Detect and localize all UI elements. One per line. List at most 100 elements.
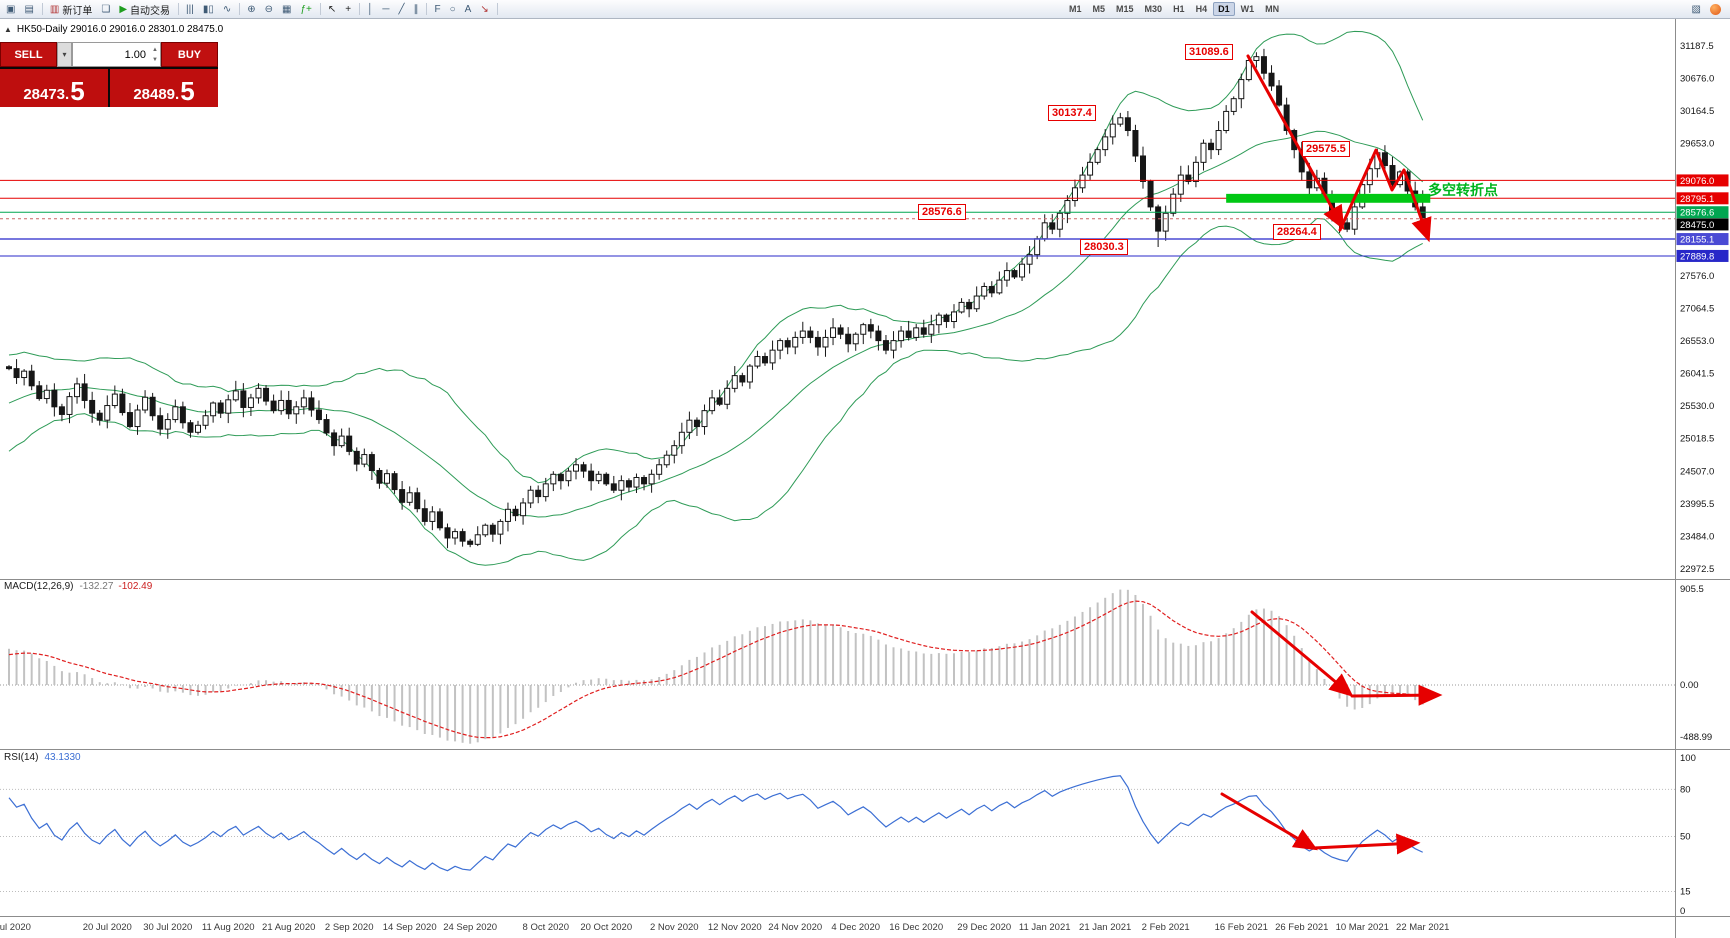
annotation-28030[interactable]: 28030.3 bbox=[1080, 239, 1128, 255]
zoom-in-icon[interactable]: ⊕ bbox=[243, 1, 259, 18]
svg-text:30164.5: 30164.5 bbox=[1680, 106, 1714, 117]
timeframe-d1[interactable]: D1 bbox=[1213, 2, 1235, 16]
zoom-out-icon: ⊖ bbox=[264, 3, 274, 15]
profiles-icon: ▤ bbox=[24, 3, 34, 15]
alert-icon[interactable] bbox=[1706, 1, 1725, 18]
horizontal-line-icon[interactable]: ─ bbox=[378, 1, 393, 18]
svg-text:8 Oct 2020: 8 Oct 2020 bbox=[523, 922, 569, 933]
svg-text:2 Nov 2020: 2 Nov 2020 bbox=[650, 922, 699, 933]
autotrade-button[interactable]: ▶ 自动交易 bbox=[115, 1, 174, 18]
trend-arrow bbox=[1250, 610, 1354, 697]
rsi-name: RSI(14) bbox=[4, 752, 39, 763]
docs-icon[interactable]: ▧ bbox=[1688, 1, 1705, 18]
tile-windows-icon[interactable]: ▦ bbox=[278, 1, 295, 18]
annotation-28576[interactable]: 28576.6 bbox=[918, 204, 966, 220]
svg-text:26041.5: 26041.5 bbox=[1680, 369, 1714, 380]
svg-text:16 Dec 2020: 16 Dec 2020 bbox=[889, 922, 943, 933]
new-chart-icon: ▣ bbox=[6, 3, 16, 15]
annotation-30137[interactable]: 30137.4 bbox=[1048, 105, 1096, 121]
window-cascade-icon: ❏ bbox=[101, 3, 111, 15]
trade-panel-toggle-icon[interactable]: ▲ bbox=[4, 25, 12, 34]
rsi-value: 43.1330 bbox=[44, 752, 81, 763]
svg-text:22 Mar 2021: 22 Mar 2021 bbox=[1396, 922, 1449, 933]
text-icon[interactable]: A bbox=[461, 1, 476, 18]
timeframe-h1[interactable]: H1 bbox=[1173, 4, 1185, 14]
shapes-icon[interactable]: ○ bbox=[446, 1, 460, 18]
crosshair-icon[interactable]: + bbox=[341, 1, 355, 18]
svg-text:29653.0: 29653.0 bbox=[1680, 139, 1714, 150]
tile-windows-icon: ▦ bbox=[282, 3, 292, 15]
sell-button[interactable]: SELL bbox=[0, 42, 57, 67]
macd-header: MACD(12,26,9) -132.27 -102.49 bbox=[4, 581, 152, 592]
timeframe-w1[interactable]: W1 bbox=[1240, 4, 1255, 14]
macd-main-value: -132.27 bbox=[79, 581, 114, 592]
axis-and-overlays: 31187.5 30676.0 30164.5 29653.0 27576.0 27064… bbox=[0, 18, 1730, 938]
autotrade-label: 自动交易 bbox=[130, 5, 171, 17]
svg-text:27889.8: 27889.8 bbox=[1680, 251, 1714, 262]
buy-button[interactable]: BUY bbox=[161, 42, 218, 67]
bar-chart-icon: ||| bbox=[186, 3, 194, 15]
volume-dropdown-icon[interactable]: ▾ bbox=[57, 42, 72, 67]
docs-icon: ▧ bbox=[1691, 3, 1701, 15]
svg-text:28475.0: 28475.0 bbox=[1680, 220, 1714, 231]
svg-text:-488.99: -488.99 bbox=[1680, 732, 1712, 743]
trendline-icon: ╱ bbox=[398, 3, 405, 15]
zoom-out-icon[interactable]: ⊖ bbox=[261, 1, 277, 18]
profiles-icon[interactable]: ▤ bbox=[20, 1, 37, 18]
symbol-ohlc-text: HK50-Daily 29016.0 29016.0 28301.0 28475… bbox=[16, 24, 224, 35]
trend-arrow bbox=[1246, 54, 1345, 230]
macd-name: MACD(12,26,9) bbox=[4, 581, 74, 592]
one-click-trading-panel: SELL ▾ ▲▼ BUY 28473.5 28489.5 bbox=[0, 42, 218, 107]
fibonacci-icon[interactable]: F bbox=[430, 1, 444, 18]
svg-text:25018.5: 25018.5 bbox=[1680, 434, 1714, 445]
timeframe-h4[interactable]: H4 bbox=[1195, 4, 1208, 14]
timeframe-mn[interactable]: MN bbox=[1265, 4, 1280, 14]
candlestick-chart-icon[interactable]: ▮▯ bbox=[199, 1, 218, 18]
new-order-button[interactable]: ▥ 新订单 bbox=[46, 1, 96, 18]
timeframe-m30[interactable]: M30 bbox=[1144, 4, 1163, 14]
annotation-29575[interactable]: 29575.5 bbox=[1302, 141, 1350, 157]
trade-panel-top-row: SELL ▾ ▲▼ BUY bbox=[0, 42, 218, 67]
sell-price-int: 28473. bbox=[23, 86, 70, 103]
svg-text:24507.0: 24507.0 bbox=[1680, 466, 1714, 477]
main-toolbar: ▣ ▤ ▥ 新订单 ❏ ▶ 自动交易 ||| ▮▯ ∿ ⊕ ⊖ ▦ ƒ+ ↖ + │ ─ ╱ ∥ F ○ A ↘ M1 M5 M1… bbox=[0, 0, 1730, 19]
svg-text:16 Feb 2021: 16 Feb 2021 bbox=[1215, 922, 1268, 933]
vertical-line-icon: │ bbox=[367, 3, 374, 15]
volume-field-wrap: ▲▼ bbox=[72, 42, 161, 67]
vertical-line-icon[interactable]: │ bbox=[363, 1, 377, 18]
timeframe-m5[interactable]: M5 bbox=[1092, 4, 1106, 14]
trendline-icon[interactable]: ╱ bbox=[394, 1, 408, 18]
timeframe-m1[interactable]: M1 bbox=[1069, 4, 1082, 14]
toolbar-separator bbox=[496, 3, 498, 15]
buy-price[interactable]: 28489. 5 bbox=[110, 69, 218, 107]
annotation-31089[interactable]: 31089.6 bbox=[1185, 44, 1233, 60]
svg-text:50: 50 bbox=[1680, 832, 1691, 843]
sell-price[interactable]: 28473. 5 bbox=[0, 69, 108, 107]
window-cascade-icon[interactable]: ❏ bbox=[97, 1, 114, 18]
equidistant-channel-icon: ∥ bbox=[413, 3, 419, 15]
bar-chart-icon[interactable]: ||| bbox=[182, 1, 198, 18]
price-panel bbox=[0, 30, 1675, 566]
macd-panel bbox=[0, 589, 1675, 744]
arrow-tools-icon[interactable]: ↘ bbox=[476, 1, 492, 18]
svg-text:28795.1: 28795.1 bbox=[1680, 194, 1714, 205]
rsi-header: RSI(14) 43.1330 bbox=[4, 752, 81, 763]
indicators-icon: ƒ+ bbox=[300, 3, 312, 15]
annotation-28264[interactable]: 28264.4 bbox=[1273, 224, 1321, 240]
trend-arrow bbox=[1338, 148, 1432, 243]
svg-text:2 Sep 2020: 2 Sep 2020 bbox=[325, 922, 374, 933]
volume-spinner[interactable]: ▲ ▼ bbox=[152, 47, 158, 63]
svg-text:29076.0: 29076.0 bbox=[1680, 176, 1714, 187]
volume-input[interactable] bbox=[73, 43, 160, 66]
line-chart-icon[interactable]: ∿ bbox=[219, 1, 235, 18]
cursor-icon[interactable]: ↖ bbox=[324, 1, 340, 18]
svg-text:11 Aug 2020: 11 Aug 2020 bbox=[202, 922, 255, 933]
svg-text:21 Jan 2021: 21 Jan 2021 bbox=[1079, 922, 1131, 933]
indicators-icon[interactable]: ƒ+ bbox=[296, 1, 315, 18]
new-chart-icon[interactable]: ▣ bbox=[2, 1, 19, 18]
equidistant-channel-icon[interactable]: ∥ bbox=[409, 1, 422, 18]
timeframe-m15[interactable]: M15 bbox=[1116, 4, 1134, 14]
turning-point-label[interactable]: 多空转折点 bbox=[1428, 182, 1498, 198]
